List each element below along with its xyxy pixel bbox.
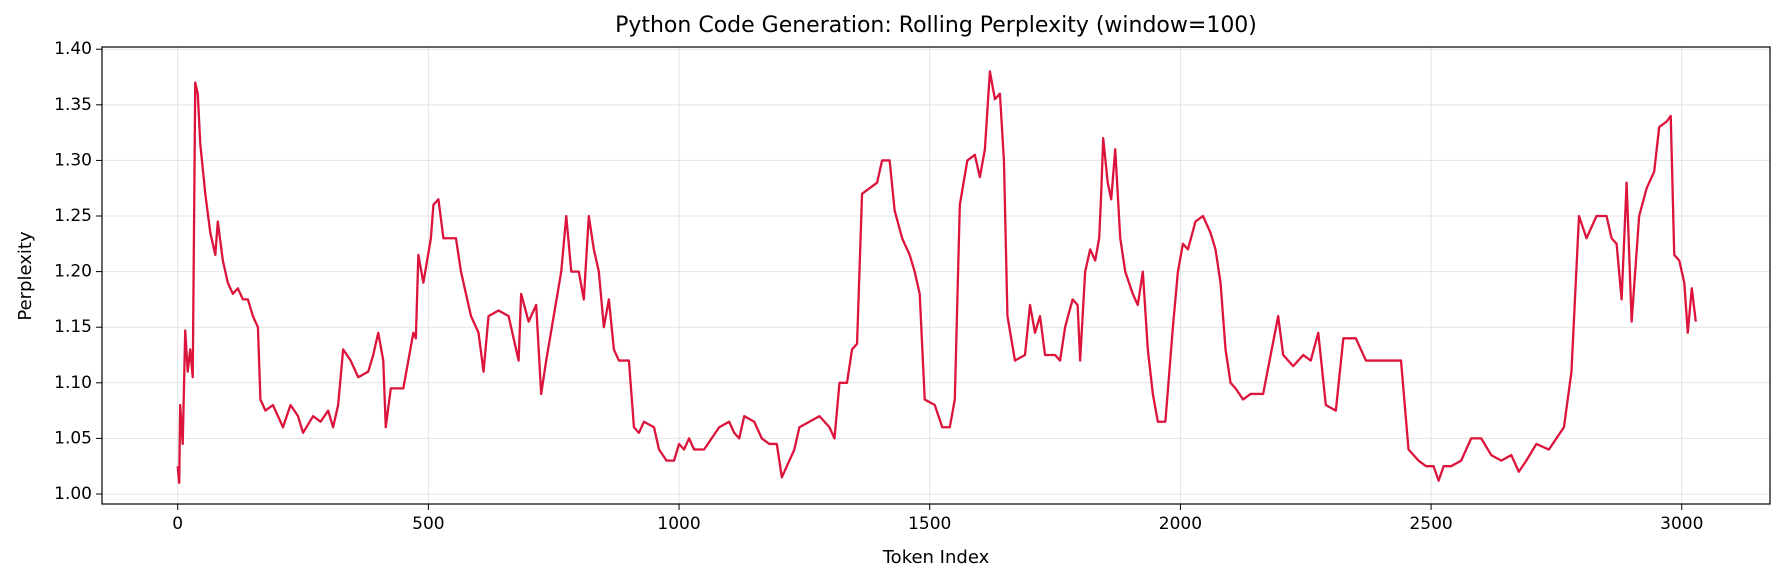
x-tick-label: 0: [172, 514, 183, 534]
line: [176, 70, 1697, 485]
y-tick-label: 1.00: [54, 484, 92, 504]
chart-title: Python Code Generation: Rolling Perplexi…: [615, 13, 1257, 38]
x-tick-label: 3000: [1660, 514, 1703, 534]
y-tick-label: 1.25: [54, 206, 92, 226]
x-tick-label: 500: [412, 514, 444, 534]
x-tick-label: 2000: [1159, 514, 1202, 534]
y-tick-label: 1.40: [54, 39, 92, 59]
y-tick-label: 1.15: [54, 317, 92, 337]
plot-frame: [101, 46, 1771, 505]
y-tick-label: 1.20: [54, 262, 92, 282]
y-tick-label: 1.30: [54, 150, 92, 170]
x-tick-label: 2500: [1409, 514, 1452, 534]
y-tick-label: 1.35: [54, 95, 92, 115]
y-tick-label: 1.05: [54, 428, 92, 448]
x-tick-label: 1000: [657, 514, 700, 534]
x-axis-label: Token Index: [882, 547, 990, 568]
x-tick-label: 1500: [908, 514, 951, 534]
y-axis-label: Perplexity: [15, 231, 36, 321]
y-tick-label: 1.10: [54, 373, 92, 393]
